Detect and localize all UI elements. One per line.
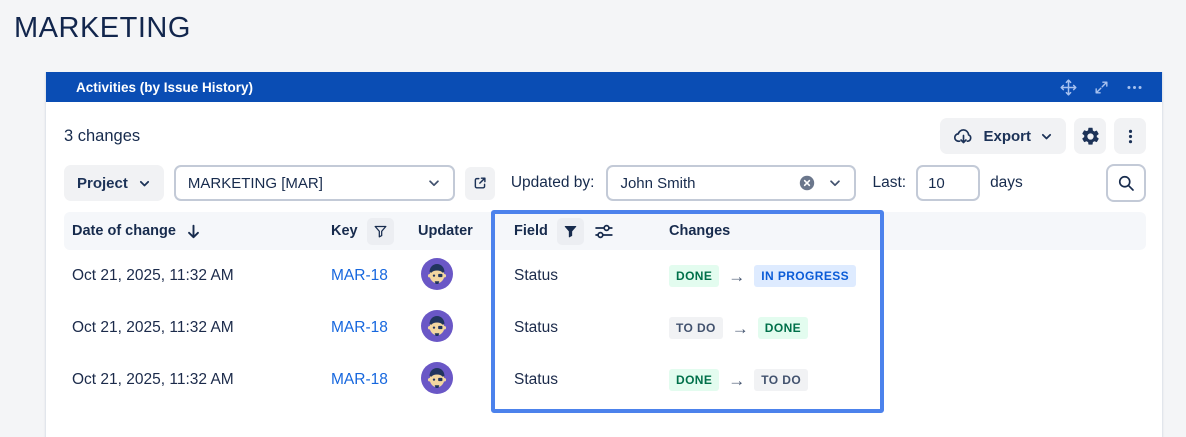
table-row: Oct 21, 2025, 11:32 AM MAR-18 Status TO … [64, 302, 1146, 354]
arrow-right-icon: → [728, 370, 746, 390]
search-icon [1116, 173, 1136, 193]
field-settings-sliders-icon[interactable] [593, 221, 614, 242]
changes-count: 3 changes [64, 126, 141, 145]
col-changes-label: Changes [669, 223, 731, 239]
days-label: days [990, 174, 1023, 191]
last-label: Last: [872, 174, 907, 191]
project-select[interactable]: MARKETING [MAR] [173, 165, 455, 201]
status-badge-to: TO DO [754, 369, 809, 391]
issue-key-link[interactable]: MAR-18 [331, 319, 388, 336]
updater-avatar[interactable] [421, 361, 453, 394]
gadget-title: Activities (by Issue History) [76, 79, 254, 95]
project-select-value: MARKETING [MAR] [187, 174, 323, 192]
settings-button[interactable] [1074, 118, 1106, 154]
changed-field: Status [514, 267, 558, 284]
change-date: Oct 21, 2025, 11:32 AM [72, 319, 234, 336]
change-date: Oct 21, 2025, 11:32 AM [72, 267, 234, 284]
arrow-right-icon: → [731, 318, 749, 338]
expand-icon[interactable] [1093, 79, 1110, 96]
more-actions-button[interactable] [1114, 118, 1146, 154]
updater-avatar[interactable] [421, 309, 453, 342]
change-date: Oct 21, 2025, 11:32 AM [72, 371, 234, 388]
gadget-toolbar: 3 changes Export [46, 102, 1162, 164]
issue-key-link[interactable]: MAR-18 [331, 267, 388, 284]
project-filter-label: Project [77, 174, 128, 192]
change-values: DONE → IN PROGRESS [669, 265, 1146, 287]
issue-key-link[interactable]: MAR-18 [331, 371, 388, 388]
export-label: Export [983, 127, 1031, 145]
change-values: DONE → TO DO [669, 369, 1146, 391]
col-date-label: Date of change [72, 223, 176, 239]
table-row: Oct 21, 2025, 11:32 AM MAR-18 Status DON… [64, 354, 1146, 406]
chevron-down-icon [1040, 130, 1053, 143]
move-icon[interactable] [1059, 78, 1078, 97]
open-project-button[interactable] [464, 166, 495, 200]
key-filter-button[interactable] [366, 217, 394, 245]
status-badge-from: TO DO [669, 317, 723, 339]
updated-by-label: Updated by: [510, 174, 595, 191]
activities-gadget: Activities (by Issue History) 3 changes [45, 72, 1163, 437]
cloud-download-icon [953, 126, 974, 147]
status-badge-to: IN PROGRESS [754, 265, 857, 287]
status-badge-to: DONE [757, 317, 809, 339]
updated-by-value: John Smith [620, 174, 696, 192]
sort-descending-icon[interactable] [185, 223, 202, 240]
status-badge-from: DONE [669, 265, 720, 287]
gear-icon [1080, 126, 1101, 147]
col-field-label: Field [514, 223, 548, 239]
export-button[interactable]: Export [940, 118, 1066, 154]
clear-icon[interactable] [798, 174, 816, 192]
filter-funnel-icon [373, 224, 388, 239]
last-days-input[interactable] [916, 165, 981, 201]
project-filter-button[interactable]: Project [64, 165, 164, 201]
change-values: TO DO → DONE [669, 317, 1146, 339]
search-button[interactable] [1106, 164, 1146, 202]
table-row: Oct 21, 2025, 11:32 AM MAR-18 Status DON… [64, 250, 1146, 302]
external-link-icon [472, 175, 488, 191]
chevron-down-icon [138, 177, 151, 190]
kebab-icon [1121, 127, 1140, 146]
chevron-down-icon [427, 176, 441, 190]
changed-field: Status [514, 319, 558, 336]
changed-field: Status [514, 371, 558, 388]
field-filter-button[interactable] [556, 217, 584, 245]
status-badge-from: DONE [669, 369, 720, 391]
col-updater-label: Updater [418, 223, 473, 239]
chevron-down-icon [828, 176, 842, 190]
updated-by-select[interactable]: John Smith [606, 165, 857, 201]
gadget-header-bar: Activities (by Issue History) [46, 72, 1162, 102]
more-icon[interactable] [1125, 78, 1144, 97]
updater-avatar[interactable] [421, 257, 453, 290]
table-header-row: Date of change Key Updater Field [64, 212, 1146, 250]
arrow-right-icon: → [728, 266, 746, 286]
page-title: MARKETING [14, 12, 191, 44]
col-key-label: Key [331, 223, 358, 239]
filter-funnel-filled-icon [563, 224, 578, 239]
filters-row: Project MARKETING [MAR] Updated by: John… [46, 164, 1162, 202]
activities-table: Date of change Key Updater Field [64, 212, 1146, 406]
